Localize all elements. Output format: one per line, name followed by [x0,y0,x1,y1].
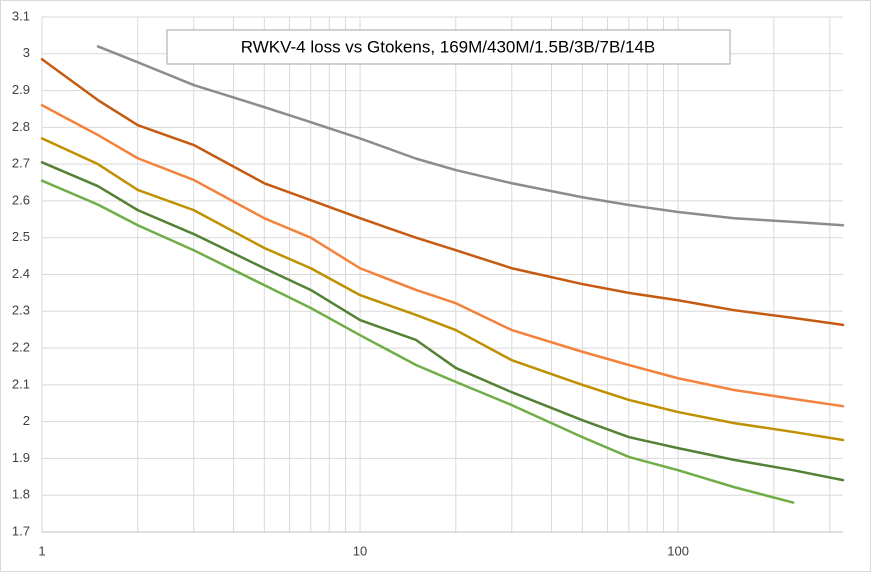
y-tick-label: 3.1 [12,8,30,23]
y-tick-label: 2.3 [12,303,30,318]
y-tick-label: 3 [23,45,30,60]
series-line [40,179,795,504]
x-tick-label: 1 [38,543,45,558]
y-tick-label: 2.6 [12,192,30,207]
y-tick-label: 2.4 [12,266,30,281]
y-tick-label: 1.9 [12,450,30,465]
y-tick-label: 2.2 [12,340,30,355]
y-tick-label: 2.5 [12,229,30,244]
x-tick-label: 100 [667,543,689,558]
y-tick-label: 1.8 [12,487,30,502]
series-line [40,58,845,327]
series-line [96,45,845,227]
series-line [40,104,845,408]
y-tick-label: 2.7 [12,156,30,171]
series-line [40,137,845,442]
y-tick-label: 2.1 [12,376,30,391]
y-tick-label: 2.9 [12,82,30,97]
title-box [166,29,731,65]
series-line [40,161,845,482]
y-tick-label: 2.8 [12,119,30,134]
x-tick-label: 10 [353,543,367,558]
chart-title: RWKV-4 loss vs Gtokens, 169M/430M/1.5B/3… [241,37,656,56]
y-tick-label: 1.7 [12,523,30,538]
y-tick-label: 2 [23,413,30,428]
